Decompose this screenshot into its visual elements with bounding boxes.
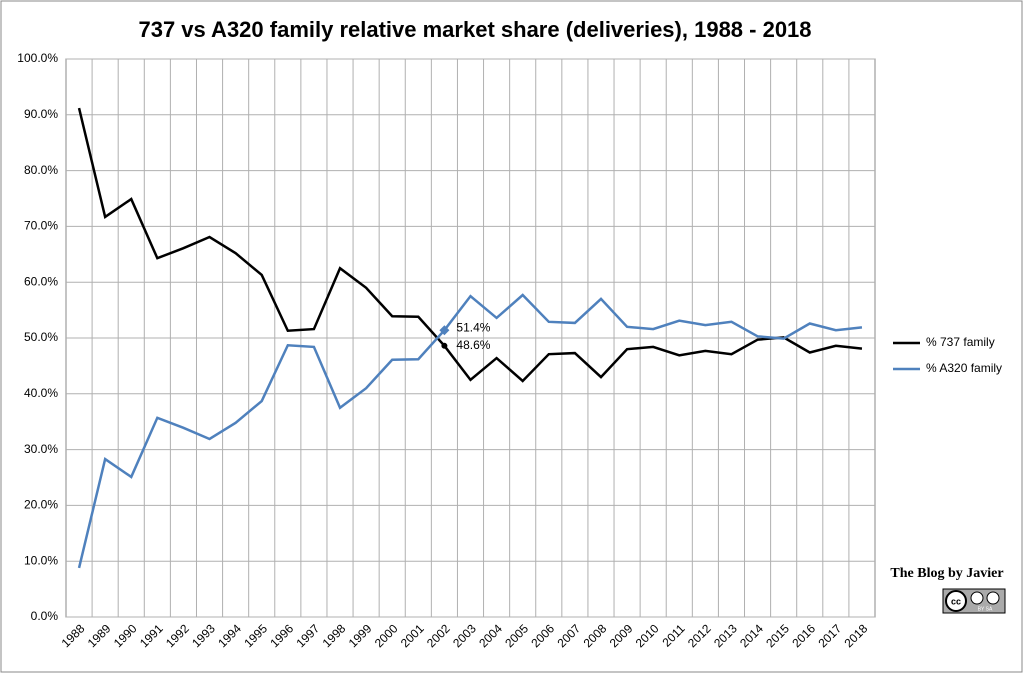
license-icon: cc [951, 596, 961, 606]
chart-title: 737 vs A320 family relative market share… [138, 17, 811, 42]
y-tick-label: 50.0% [24, 330, 58, 344]
y-tick-label: 30.0% [24, 442, 58, 456]
legend-label: % A320 family [926, 361, 1002, 375]
y-tick-label: 20.0% [24, 498, 58, 512]
point-marker [439, 325, 450, 336]
point-marker [441, 342, 448, 349]
y-tick-label: 0.0% [31, 609, 59, 623]
series-line [77, 293, 863, 569]
y-tick-label: 100.0% [17, 51, 58, 65]
data-label: 48.6% [456, 338, 490, 352]
y-tick-label: 40.0% [24, 386, 58, 400]
y-tick-label: 60.0% [24, 274, 58, 288]
license-badge: cc BY SA [942, 588, 1006, 614]
legend-label: % 737 family [926, 335, 995, 349]
y-tick-label: 80.0% [24, 163, 58, 177]
watermark: The Blog by Javier [890, 566, 1003, 581]
data-label: 51.4% [456, 320, 490, 334]
y-tick-label: 70.0% [24, 219, 58, 233]
y-tick-label: 90.0% [24, 107, 58, 121]
license-terms: BY SA [978, 606, 993, 612]
series-line [77, 107, 863, 383]
y-tick-label: 10.0% [24, 553, 58, 567]
